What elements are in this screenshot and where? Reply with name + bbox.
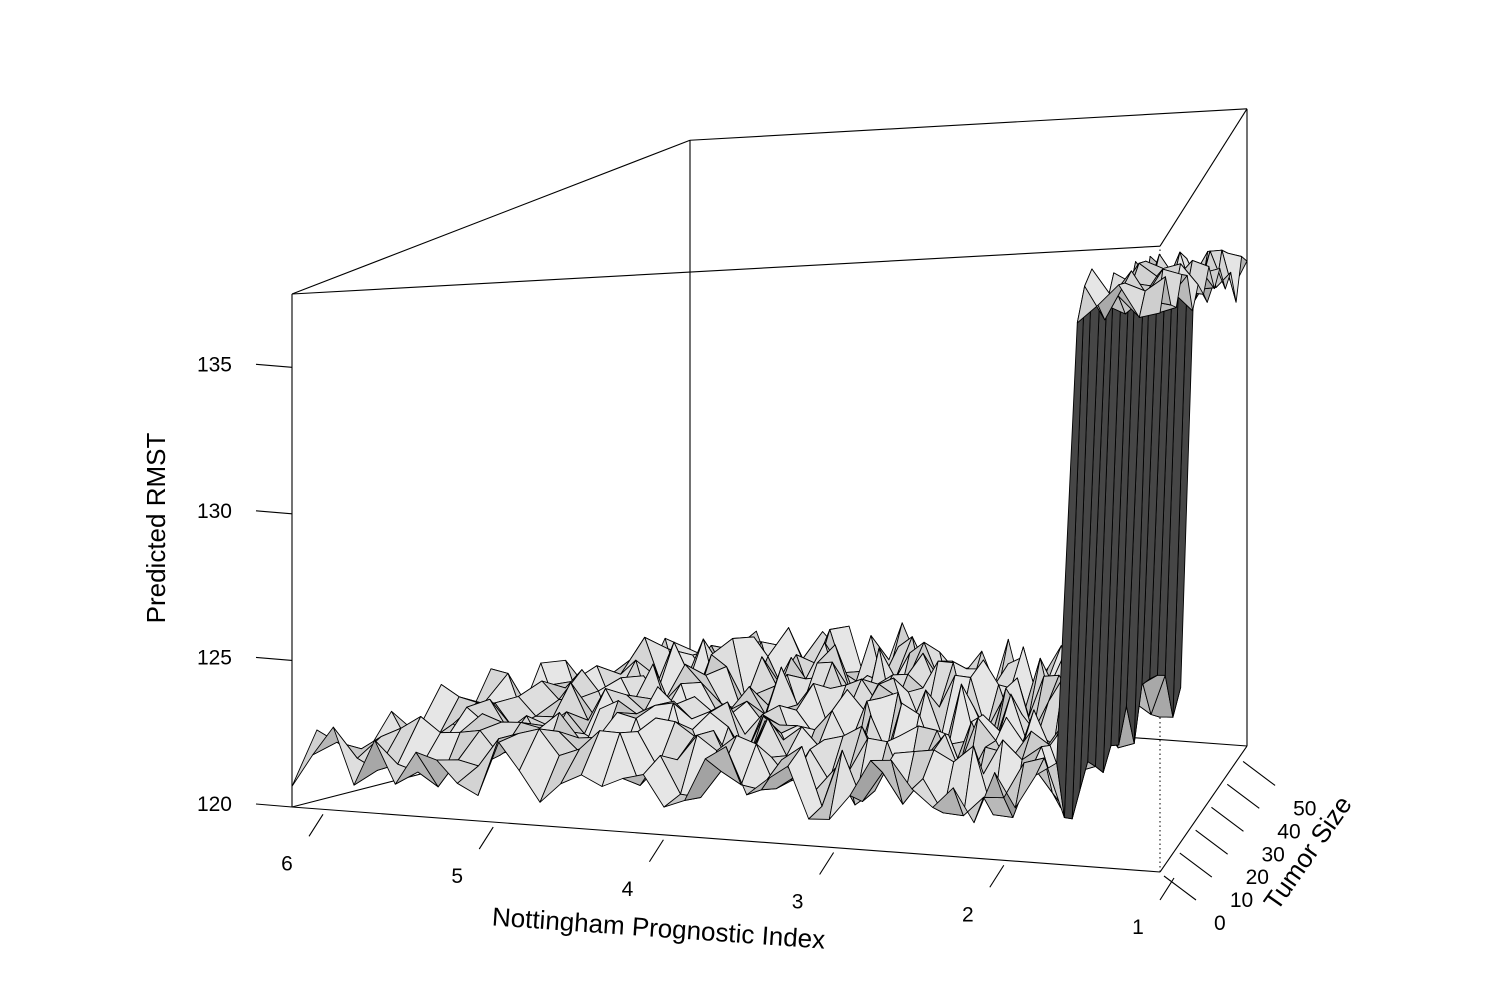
x-tick-label: 1 (1132, 916, 1144, 939)
x-tick-label: 6 (281, 852, 293, 875)
y-tick-label: 10 (1230, 889, 1253, 912)
x-axis: 6 5 4 3 2 1 (281, 813, 1175, 939)
y-tick-label: 0 (1214, 912, 1226, 935)
x-tick-label: 5 (451, 865, 463, 888)
y-tick-mark (1163, 875, 1197, 901)
box-edge (1159, 745, 1248, 873)
z-tick-mark (255, 363, 293, 368)
box-edge (689, 108, 1248, 141)
x-tick-label: 4 (622, 878, 634, 901)
y-tick-mark (1195, 829, 1228, 855)
y-tick-mark (1179, 852, 1213, 878)
box-edge (291, 245, 1161, 295)
y-tick-mark (1226, 783, 1260, 809)
y-tick-mark (1242, 761, 1276, 786)
x-tick-mark (819, 852, 835, 875)
plot-box-front-edges (291, 108, 1248, 873)
box-edge (1159, 108, 1248, 247)
z-tick-label: 135 (197, 353, 232, 376)
x-tick-mark (308, 813, 324, 837)
z-tick-label: 125 (197, 646, 232, 669)
x-tick-mark (648, 839, 664, 863)
x-axis-title: Nottingham Prognostic Index (491, 901, 826, 954)
x-tick-mark (478, 826, 494, 850)
z-tick-mark (255, 510, 293, 515)
box-edge (291, 806, 1161, 873)
y-tick-label: 40 (1277, 820, 1300, 843)
y-tick-label: 50 (1293, 797, 1316, 820)
surface-facet (1138, 276, 1166, 318)
x-tick-mark (989, 864, 1005, 888)
z-tick-label: 120 (197, 793, 232, 816)
z-tick-mark (255, 656, 293, 661)
y-tick-label: 30 (1261, 843, 1284, 866)
z-tick-label: 130 (197, 500, 232, 523)
y-tick-label: 20 (1246, 866, 1269, 889)
z-axis: 120 125 130 135 (197, 353, 293, 816)
x-tick-label: 3 (792, 891, 804, 914)
z-axis-title: Predicted RMST (141, 433, 171, 624)
box-edge (291, 139, 691, 295)
rmst-surface (291, 249, 1248, 824)
y-tick-mark (1211, 806, 1244, 832)
x-tick-label: 2 (962, 903, 974, 926)
z-tick-mark (255, 803, 293, 808)
